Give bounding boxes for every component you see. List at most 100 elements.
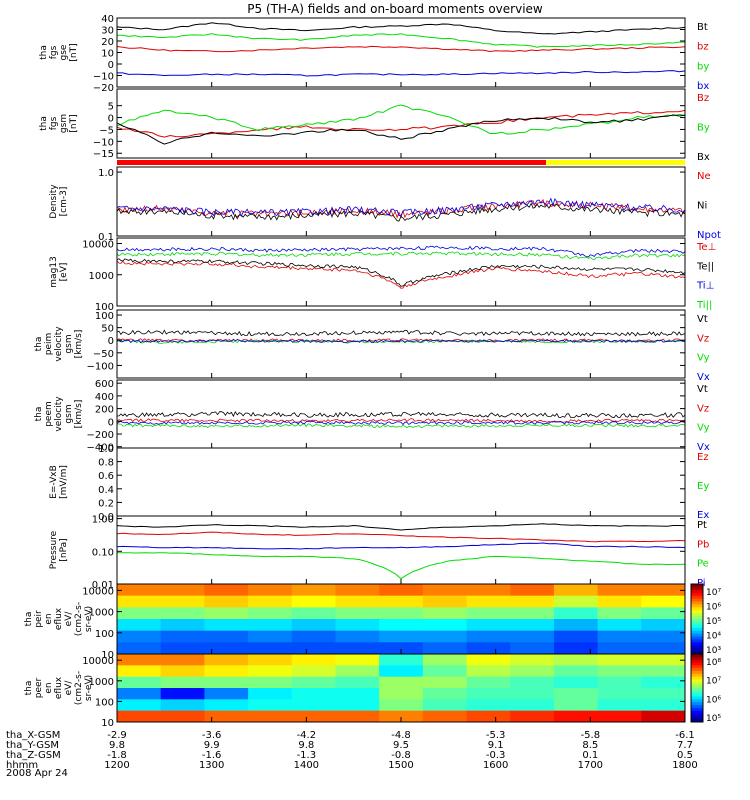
colorbar-step [691, 668, 703, 672]
panel-2: Bz By Bx −15−10−505 tha fgs gsm [nT] [39, 88, 710, 163]
orbit-value: 1700 [578, 760, 603, 771]
heatmap-cell [597, 654, 642, 666]
heatmap-cell [422, 595, 468, 608]
heatmap-cell [160, 619, 205, 632]
legend-label: Vt [697, 384, 708, 395]
heatmap-cell [466, 688, 511, 700]
legend-label: Ti⊥ [696, 281, 714, 292]
heatmap-cell [510, 607, 555, 620]
y-tick-label: 0.01 [92, 580, 114, 591]
orbit-value: 8.5 [582, 740, 598, 751]
y-axis-label-line: fgs [49, 45, 59, 59]
heatmap-cell [466, 595, 511, 608]
y-tick-label: 0.2 [98, 498, 114, 509]
heatmap-cell [641, 619, 686, 632]
y-axis-label-line: velocity [54, 326, 64, 362]
legend-label: Bt [697, 22, 708, 33]
y-axis-label-line: en [44, 682, 54, 693]
heatmap-cell [248, 688, 293, 700]
y-axis-label-line: tha [39, 116, 49, 131]
y-axis-label: Pressure [nPa] [49, 530, 69, 569]
y-tick-label: 10 [101, 49, 114, 60]
y-axis-label-line: eflux [54, 607, 64, 630]
heatmap-cell [248, 630, 293, 643]
heatmap-cell [335, 688, 380, 700]
legend-label: Vt [697, 314, 708, 325]
legend-label: Pb [697, 539, 709, 550]
y-axis-label: mag13 [eV] [49, 256, 69, 287]
orbit-value: 0.1 [582, 750, 598, 761]
y-tick-label: 200 [95, 405, 114, 416]
heatmap-cell [597, 619, 642, 632]
heatmap-cell [291, 665, 336, 678]
heatmap-cell [379, 584, 424, 597]
y-tick-label: 10 [101, 650, 114, 661]
y-axis-label-line: sr-eV) [84, 606, 94, 632]
heatmap-cell [597, 710, 642, 723]
heatmap-cell [422, 584, 468, 597]
heatmap-cell [117, 654, 162, 666]
y-tick-label: 0 [108, 60, 114, 71]
y-axis-label: tha peer en eflux eV/(cm2-s-sr-eV) [24, 671, 94, 705]
orbit-row-label: tha_Z-GSM [6, 750, 61, 761]
heatmap-cell [117, 595, 162, 608]
colorbar-frame [690, 653, 704, 723]
legend-label: Ey [697, 481, 709, 492]
y-axis-label: tha fgs gsm [nT] [39, 114, 79, 133]
y-tick-label: 100 [95, 629, 114, 640]
heatmap-cell [641, 630, 686, 643]
legend-label: By [697, 123, 710, 134]
heatmap-cell [117, 688, 162, 700]
colorbar-step [691, 642, 703, 646]
legend-label: Ni [697, 201, 707, 212]
heatmap-cell [248, 642, 293, 655]
heatmap-cell [553, 676, 599, 689]
date-label: 2008 Apr 24 [6, 768, 68, 779]
legend-label: Ez [697, 452, 709, 463]
colorbar-step [691, 624, 703, 629]
y-axis-label-line: [nT] [69, 43, 79, 61]
legend-label: Te⊥ [696, 242, 716, 253]
panel-frame [116, 309, 686, 379]
panel-frame [116, 17, 686, 88]
y-axis-label-line: [nT] [69, 114, 79, 132]
orbit-value: 1600 [483, 760, 508, 771]
colorbar-step [691, 616, 703, 620]
series-line [116, 114, 686, 145]
heatmap-cell [248, 665, 293, 678]
plot-title: P5 (TH-A) fields and on-board moments ov… [247, 2, 543, 16]
colorbar-tick-label: 10⁵ [706, 714, 721, 724]
colorbar-tick-label: 10⁴ [706, 632, 721, 642]
series-line [116, 329, 686, 337]
legend-label: Vy [697, 353, 710, 364]
series-line [116, 258, 686, 287]
y-axis-label-line: peem [44, 401, 54, 427]
heatmap-cell [204, 584, 249, 597]
y-axis-label-line: [nPa] [59, 538, 69, 561]
colorbar-tick-label: 10⁵ [706, 617, 721, 627]
heatmap-cell [204, 607, 249, 620]
orbit-value: 9.9 [204, 740, 220, 751]
colorbar-step [691, 595, 703, 600]
series-line [116, 202, 686, 222]
heatmap-cell [466, 676, 511, 689]
y-tick-label: −15 [93, 149, 114, 160]
heatmap-cell [510, 642, 555, 655]
colorbar-step [691, 604, 703, 608]
orbit-value: 9.8 [109, 740, 125, 751]
y-tick-label: −10 [93, 72, 114, 83]
heatmap-cell [379, 630, 424, 643]
heatmap-cell [204, 676, 249, 689]
heatmap-cell [553, 607, 599, 620]
heatmap-cell [335, 619, 380, 632]
colorbar-step [691, 651, 703, 655]
y-axis-label: tha fgs gse [nT] [39, 43, 79, 61]
heatmap-cell [510, 619, 555, 632]
y-axis-label: E=-VxB [mV/m] [49, 465, 69, 499]
heatmap-cell [291, 710, 336, 723]
heatmap-cell [597, 676, 642, 689]
colorbar-step [691, 601, 703, 605]
colorbar-step [691, 673, 703, 678]
heatmap-cell [160, 676, 205, 689]
